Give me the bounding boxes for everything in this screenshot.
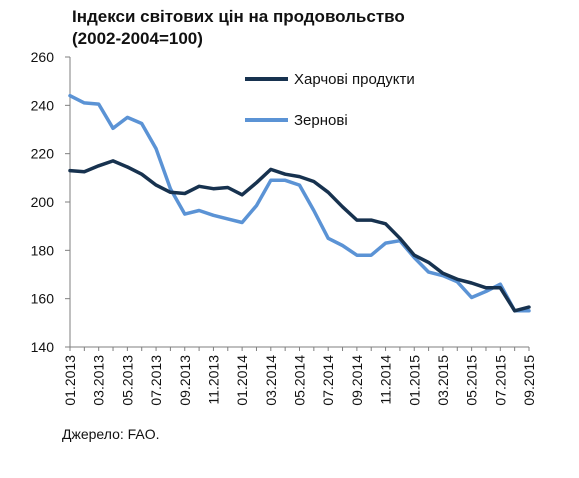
x-tick-label: 01.2015 <box>406 355 422 406</box>
legend-label: Зернові <box>294 112 348 129</box>
x-tick-label: 07.2014 <box>320 355 336 406</box>
series-line <box>68 93 531 313</box>
x-tick-label: 01.2014 <box>234 355 250 406</box>
x-tick-label: 03.2014 <box>263 355 279 406</box>
y-tick-label: 180 <box>31 242 55 258</box>
chart-axes: 140 160 180 200 220 240 260 01.2013 03.2013 05.20… <box>31 49 537 406</box>
y-tick-label: 140 <box>31 339 55 355</box>
chart-title-line-1: Індекси світових цін на продовольство <box>72 7 405 26</box>
y-tick-label: 220 <box>31 146 55 162</box>
y-tick-label: 200 <box>31 194 55 210</box>
series-layer <box>68 93 531 313</box>
x-tick-label: 03.2013 <box>91 355 107 406</box>
x-tick-label: 09.2015 <box>521 355 537 406</box>
series-line <box>68 159 531 313</box>
chart-title-line-2: (2002-2004=100) <box>72 29 203 48</box>
x-tick-label: 07.2013 <box>148 355 164 406</box>
x-tick-label: 09.2013 <box>177 355 193 406</box>
x-tick-label: 05.2013 <box>119 355 135 406</box>
x-tick-label: 11.2014 <box>378 355 394 405</box>
x-tick-label: 01.2013 <box>62 355 78 406</box>
line-chart: 140 160 180 200 220 240 260 01.2013 03.2013 05.20… <box>31 49 537 406</box>
chart-legend: Харчові продукти Зернові <box>245 71 415 129</box>
x-tick-label: 11.2013 <box>205 355 221 405</box>
chart-title: Індекси світових цін на продовольство (2… <box>72 6 405 50</box>
y-tick-label: 260 <box>31 49 55 65</box>
x-tick-label: 03.2015 <box>435 355 451 406</box>
legend-label: Харчові продукти <box>294 71 415 88</box>
y-tick-label: 240 <box>31 97 55 113</box>
x-tick-label: 05.2015 <box>464 355 480 406</box>
x-tick-label: 05.2014 <box>292 355 308 406</box>
x-tick-label: 07.2015 <box>492 355 508 406</box>
x-tick-label: 09.2014 <box>349 355 365 406</box>
y-tick-label: 160 <box>31 291 55 307</box>
source-note: Джерело: FAO. <box>62 426 160 442</box>
